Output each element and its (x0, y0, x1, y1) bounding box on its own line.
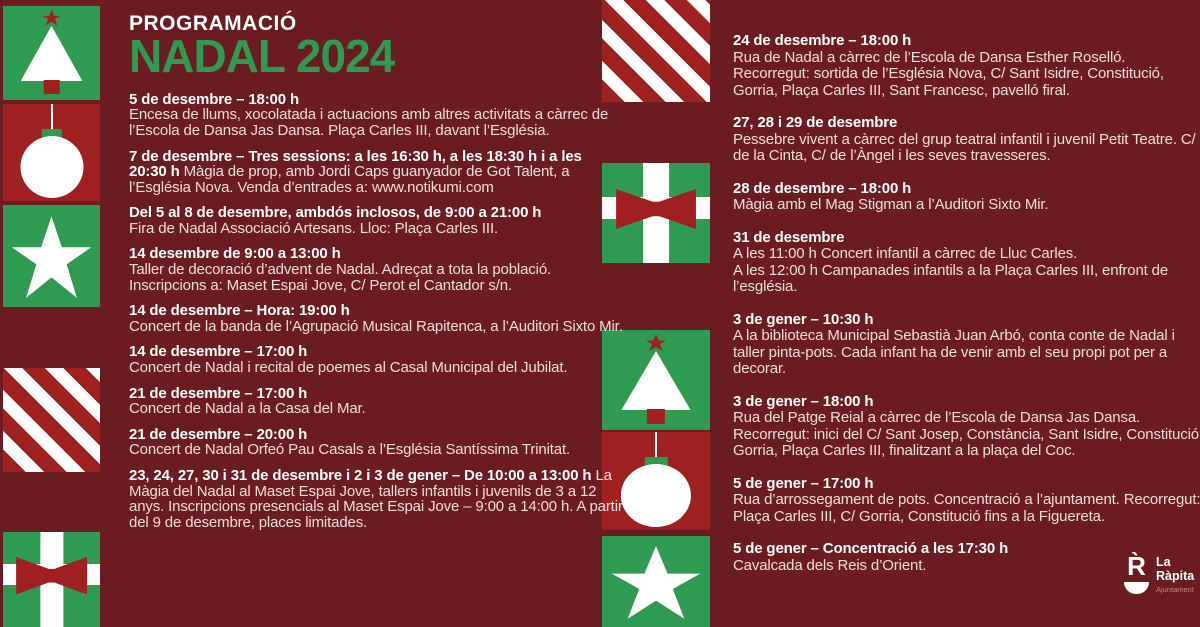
event-body: Rua del Patge Reial a càrrec de l’Escola… (733, 409, 1200, 459)
event-body: Rua d’arrossegament de pots. Concentraci… (733, 491, 1200, 525)
logo-mark: R̀ (1124, 551, 1149, 595)
event-item: 21 de desembre – 20:00 h Concert de Nadal… (129, 427, 623, 458)
event-item: 5 de gener – 17:00 h Rua d’arrossegament … (733, 474, 1200, 526)
event-item: 28 de desembre – 18:00 h Màgia amb el Mag… (733, 179, 1200, 214)
event-item: 14 desembre de 9:00 a 13:00 h Taller de d… (129, 246, 623, 293)
event-item: 31 de desembre A les 11:00 h Concert infa… (733, 228, 1200, 296)
event-title: 21 de desembre – 20:00 h (129, 425, 308, 443)
right-column: 24 de desembre – 18:00 h Rua de Nadal a c… (733, 32, 1200, 590)
event-body: Rua de Nadal a càrrec de l’Escola de Dan… (733, 48, 1164, 99)
event-title: 24 de desembre – 18:00 h (733, 32, 912, 49)
event-item: Del 5 al 8 de desembre, ambdós inclosos,… (129, 205, 623, 236)
event-item: 23, 24, 27, 30 i 31 de desembre i 2 i 3 … (129, 468, 623, 530)
event-title: 27, 28 i 29 de desembre (733, 114, 898, 131)
kicker-text: PROGRAMACIÓ (129, 12, 297, 35)
event-item: 3 de gener – 18:00 h Rua del Patge Reial … (733, 392, 1200, 460)
event-title: 14 de desembre – 17:00 h (129, 343, 308, 361)
logo-name-line1: La (1156, 555, 1171, 569)
event-item: 14 de desembre – 17:00 h Concert de Nadal… (129, 344, 623, 375)
event-item: 24 de desembre – 18:00 h Rua de Nadal a c… (733, 32, 1200, 99)
event-body: Pessebre vivent a càrrec del grup teatra… (733, 130, 1196, 164)
event-body: Concert de Nadal Orfeó Pau Casals a l’Es… (129, 441, 570, 459)
events-right: 24 de desembre – 18:00 h Rua de Nadal a c… (733, 32, 1200, 574)
la-rapita-logo: R̀ La Ràpita Ajuntament (1124, 551, 1194, 595)
event-title: 3 de gener – 10:30 h (733, 310, 874, 328)
event-title: 5 de gener – 17:00 h (733, 474, 874, 492)
event-title: 7 de desembre – Tres sessions: a les 16:… (129, 147, 582, 181)
gift-icon (3, 532, 100, 627)
event-title: 31 de desembre (733, 228, 845, 246)
event-item: 14 de desembre – Hora: 19:00 h Concert de… (129, 303, 623, 334)
event-body: A la biblioteca Municipal Sebastià Juan … (733, 327, 1175, 377)
event-item: 7 de desembre – Tres sessions: a les 16:… (129, 147, 623, 196)
event-title: 23, 24, 27, 30 i 31 de desembre i 2 i 3 … (129, 467, 596, 485)
event-item: 27, 28 i 29 de desembre Pessebre vivent a… (733, 114, 1200, 165)
logo-boat-icon (1124, 582, 1149, 595)
event-body: A les 11:00 h Concert infantil a càrrec … (733, 245, 1169, 295)
event-body: Cavalcada dels Reis d’Orient. (733, 556, 927, 574)
event-title: 3 de gener – 18:00 h (733, 392, 874, 410)
left-column: PROGRAMACIÓ NADAL 2024 5 de desembre – 1… (129, 12, 623, 540)
event-title: 5 de desembre – 18:00 h (129, 90, 299, 108)
event-item: 5 de desembre – 18:00 h Encesa de llums, … (129, 92, 623, 139)
event-title: 5 de gener – Concentració a les 17:30 h (733, 540, 1009, 557)
ornament-icon (3, 104, 100, 201)
event-title: 28 de desembre – 18:00 h (733, 179, 912, 197)
event-body: Concert de Nadal i recital de poemes al … (129, 359, 568, 377)
logo-letter: R̀ (1127, 551, 1146, 581)
event-body: Concert de la banda de l’Agrupació Music… (129, 317, 623, 335)
logo-subtitle: Ajuntament (1156, 585, 1194, 594)
event-body: Taller de decoració d’advent de Nadal. A… (129, 261, 552, 294)
event-title: 14 desembre de 9:00 a 13:00 h (129, 245, 341, 263)
event-body: Fira de Nadal Associació Artesans. Lloc:… (129, 219, 498, 237)
events-left: 5 de desembre – 18:00 h Encesa de llums, … (129, 92, 623, 531)
event-body: 23, 24, 27, 30 i 31 de desembre i 2 i 3 … (129, 467, 623, 531)
poster-header: PROGRAMACIÓ NADAL 2024 (129, 12, 623, 83)
event-title: Del 5 al 8 de desembre, ambdós inclosos,… (129, 204, 542, 222)
event-body: Encesa de llums, xocolatada i actuacions… (129, 106, 609, 139)
star-icon (3, 205, 100, 307)
event-title: 21 de desembre – 17:00 h (129, 384, 308, 402)
event-body: Màgia amb el Mag Stigman a l’Auditori Si… (733, 196, 1049, 213)
logo-text: La Ràpita Ajuntament (1156, 553, 1194, 594)
poster-title: NADAL 2024 (129, 30, 395, 83)
event-title: 14 de desembre – Hora: 19:00 h (129, 302, 350, 320)
logo-name-line2: Ràpita (1156, 568, 1195, 583)
candy-stripes-icon (3, 368, 100, 472)
event-body: Concert de Nadal a la Casa del Mar. (129, 400, 366, 418)
event-item: 21 de desembre – 17:00 h Concert de Nadal… (129, 386, 623, 417)
event-body: 7 de desembre – Tres sessions: a les 16:… (129, 147, 582, 196)
christmas-tree-icon (3, 6, 100, 100)
star-icon (602, 536, 710, 627)
